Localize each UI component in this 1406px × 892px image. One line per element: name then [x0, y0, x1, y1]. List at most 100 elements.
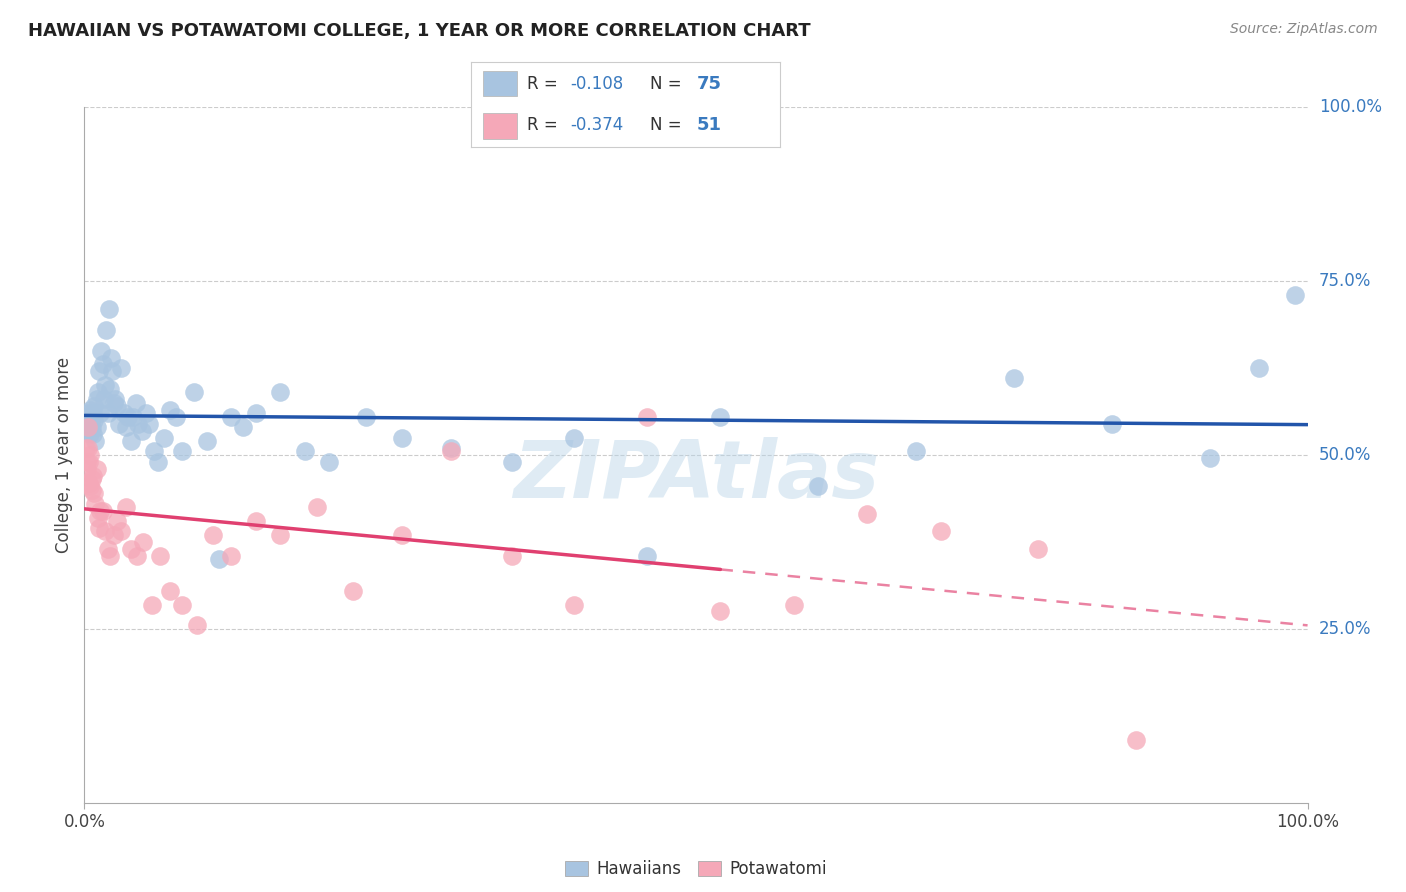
Point — [98, 382, 121, 396]
Point — [135, 406, 157, 420]
Point — [79, 427, 101, 442]
Point — [172, 444, 194, 458]
Point — [1125, 733, 1147, 747]
Point — [94, 524, 117, 539]
Point — [501, 455, 523, 469]
Point — [117, 409, 139, 424]
Point — [122, 409, 145, 424]
Point — [76, 417, 98, 431]
Point — [93, 392, 115, 407]
Point — [172, 598, 194, 612]
Point — [75, 424, 97, 438]
Point — [1247, 360, 1270, 375]
Point — [79, 417, 101, 431]
Point — [807, 479, 830, 493]
Point — [120, 541, 142, 556]
Point — [82, 406, 104, 420]
Point — [112, 406, 135, 420]
Text: -0.108: -0.108 — [569, 76, 623, 94]
Point — [1028, 541, 1050, 556]
Point — [110, 524, 132, 539]
Point — [103, 396, 125, 410]
Point — [77, 420, 100, 434]
Text: ZIPAtlas: ZIPAtlas — [513, 437, 879, 515]
Point — [294, 444, 316, 458]
Text: 100.0%: 100.0% — [1319, 98, 1382, 116]
Point — [183, 385, 205, 400]
Point — [232, 420, 254, 434]
Point — [1198, 451, 1220, 466]
Point — [115, 500, 138, 514]
Point — [76, 462, 98, 476]
Bar — [484, 71, 517, 96]
Point — [104, 392, 127, 407]
Point — [120, 434, 142, 448]
Point — [709, 605, 731, 619]
Point — [89, 503, 111, 517]
Point — [219, 549, 242, 563]
Y-axis label: College, 1 year or more: College, 1 year or more — [55, 357, 73, 553]
Point — [107, 417, 129, 431]
Point — [84, 434, 107, 448]
Point — [501, 549, 523, 563]
Point — [77, 413, 100, 427]
Point — [440, 441, 463, 455]
Point — [80, 420, 103, 434]
Point — [87, 521, 110, 535]
Point — [100, 351, 122, 365]
Point — [562, 598, 585, 612]
Point — [305, 500, 328, 514]
Point — [125, 549, 148, 563]
Point — [138, 417, 160, 431]
Point — [105, 399, 128, 413]
Point — [84, 497, 107, 511]
Point — [562, 431, 585, 445]
Text: N =: N = — [651, 116, 688, 134]
Point — [105, 514, 128, 528]
Point — [201, 528, 224, 542]
Point — [79, 448, 101, 462]
Text: 75: 75 — [697, 76, 721, 94]
Point — [391, 431, 413, 445]
Text: R =: R = — [527, 76, 562, 94]
Point — [76, 455, 98, 469]
Point — [77, 441, 100, 455]
Text: N =: N = — [651, 76, 688, 94]
Point — [86, 462, 108, 476]
Point — [856, 507, 879, 521]
Point — [195, 434, 218, 448]
Point — [87, 510, 110, 524]
Point — [82, 468, 104, 483]
Point — [101, 364, 124, 378]
Point — [245, 514, 267, 528]
Point — [79, 402, 101, 417]
Bar — [484, 113, 517, 139]
Point — [159, 402, 181, 417]
Point — [186, 618, 208, 632]
Point — [83, 413, 105, 427]
Point — [91, 503, 114, 517]
Point — [219, 409, 242, 424]
Point — [143, 444, 166, 458]
Point — [87, 364, 110, 378]
Point — [77, 409, 100, 424]
Point — [440, 444, 463, 458]
Point — [929, 524, 952, 539]
Text: 50.0%: 50.0% — [1319, 446, 1371, 464]
Point — [1002, 371, 1025, 385]
Point — [97, 406, 120, 420]
Point — [132, 535, 155, 549]
Point — [91, 358, 114, 372]
Point — [79, 479, 101, 493]
Point — [83, 486, 105, 500]
Point — [636, 549, 658, 563]
Text: HAWAIIAN VS POTAWATOMI COLLEGE, 1 YEAR OR MORE CORRELATION CHART: HAWAIIAN VS POTAWATOMI COLLEGE, 1 YEAR O… — [28, 22, 811, 40]
Point — [153, 431, 176, 445]
Point — [141, 598, 163, 612]
Text: R =: R = — [527, 116, 562, 134]
Point — [245, 406, 267, 420]
Point — [96, 323, 118, 337]
Point — [127, 417, 149, 431]
Point — [165, 409, 187, 424]
Point — [269, 528, 291, 542]
